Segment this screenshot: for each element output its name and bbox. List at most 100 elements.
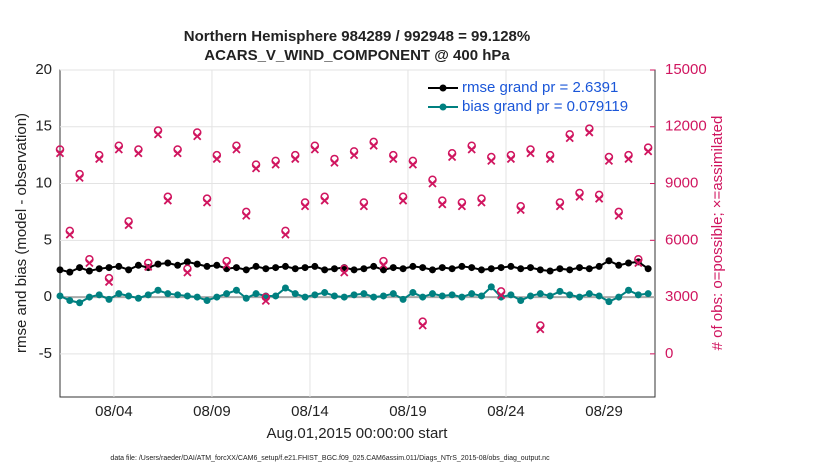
point: [105, 295, 113, 303]
point: [585, 290, 593, 298]
point: [311, 262, 319, 270]
point: [340, 293, 348, 301]
point: [428, 266, 436, 274]
point: [350, 291, 358, 299]
x-tick-label: 08/19: [389, 403, 427, 420]
plot-frame: [59, 69, 656, 398]
point: [174, 291, 182, 299]
point: [438, 264, 446, 272]
point: [527, 264, 535, 272]
point: [370, 262, 378, 270]
point: [321, 289, 329, 297]
point: [232, 145, 241, 154]
point: [95, 265, 103, 273]
y-tick-label: 20: [35, 61, 52, 78]
point: [251, 164, 261, 173]
legend-marker: [439, 84, 447, 92]
y2-axis-label: # of obs: o=possible; ×=assimilated: [709, 116, 726, 351]
point: [556, 287, 564, 295]
point: [546, 292, 554, 300]
point: [281, 284, 289, 292]
point: [458, 293, 466, 301]
point: [487, 265, 495, 273]
point: [193, 132, 202, 141]
point: [212, 154, 221, 164]
point: [222, 260, 231, 270]
point: [242, 294, 250, 302]
point: [487, 283, 495, 291]
point: [448, 265, 456, 273]
point: [496, 291, 506, 300]
point: [624, 154, 633, 164]
point: [625, 259, 633, 267]
y-tick-label: 5: [44, 231, 52, 248]
point: [399, 295, 407, 303]
y-tick-label: -5: [39, 345, 52, 362]
point: [134, 294, 142, 302]
y-tick-label: 0: [44, 288, 52, 305]
point: [350, 266, 358, 274]
point: [301, 264, 309, 272]
point: [507, 262, 515, 270]
point: [409, 262, 417, 270]
point: [359, 202, 369, 211]
point: [193, 260, 201, 268]
point: [614, 211, 623, 220]
point: [615, 261, 623, 269]
point: [115, 290, 123, 298]
point: [76, 299, 84, 307]
point: [164, 259, 172, 267]
point: [487, 156, 496, 165]
point: [272, 292, 280, 300]
point: [173, 149, 182, 158]
y2-tick-label: 9000: [665, 175, 698, 192]
point: [506, 154, 516, 164]
point: [291, 290, 299, 298]
point: [497, 264, 505, 272]
point: [154, 260, 162, 268]
point: [95, 291, 103, 299]
point: [203, 296, 211, 304]
point: [517, 296, 525, 304]
point: [300, 202, 310, 211]
point: [438, 292, 446, 300]
point: [252, 262, 260, 270]
point: [457, 202, 467, 211]
point: [556, 265, 564, 273]
point: [575, 192, 584, 201]
point: [183, 258, 191, 266]
point: [115, 262, 123, 270]
point: [261, 296, 270, 306]
point: [223, 290, 231, 298]
point: [213, 293, 221, 301]
point: [428, 290, 436, 298]
point: [65, 230, 74, 239]
point: [389, 290, 397, 298]
point: [605, 257, 613, 265]
point: [281, 230, 290, 239]
point: [418, 321, 427, 330]
point: [203, 262, 211, 270]
point: [242, 266, 250, 274]
point: [447, 152, 457, 162]
point: [516, 205, 525, 215]
point: [576, 293, 584, 301]
point: [232, 264, 240, 272]
point: [605, 298, 613, 306]
point: [291, 154, 300, 164]
point: [566, 291, 574, 299]
y2-tick-label: 15000: [665, 61, 707, 78]
point: [644, 147, 653, 156]
point: [360, 290, 368, 298]
point: [576, 264, 584, 272]
point: [66, 296, 74, 304]
point: [536, 325, 545, 334]
legend-label: bias grand pr = 0.079119: [462, 98, 628, 115]
point: [477, 266, 485, 274]
chart-subtitle: ACARS_V_WIND_COMPONENT @ 400 hPa: [204, 47, 510, 64]
point: [389, 154, 398, 164]
point: [85, 258, 94, 268]
point: [340, 268, 349, 277]
point: [398, 196, 408, 205]
point: [114, 145, 123, 154]
